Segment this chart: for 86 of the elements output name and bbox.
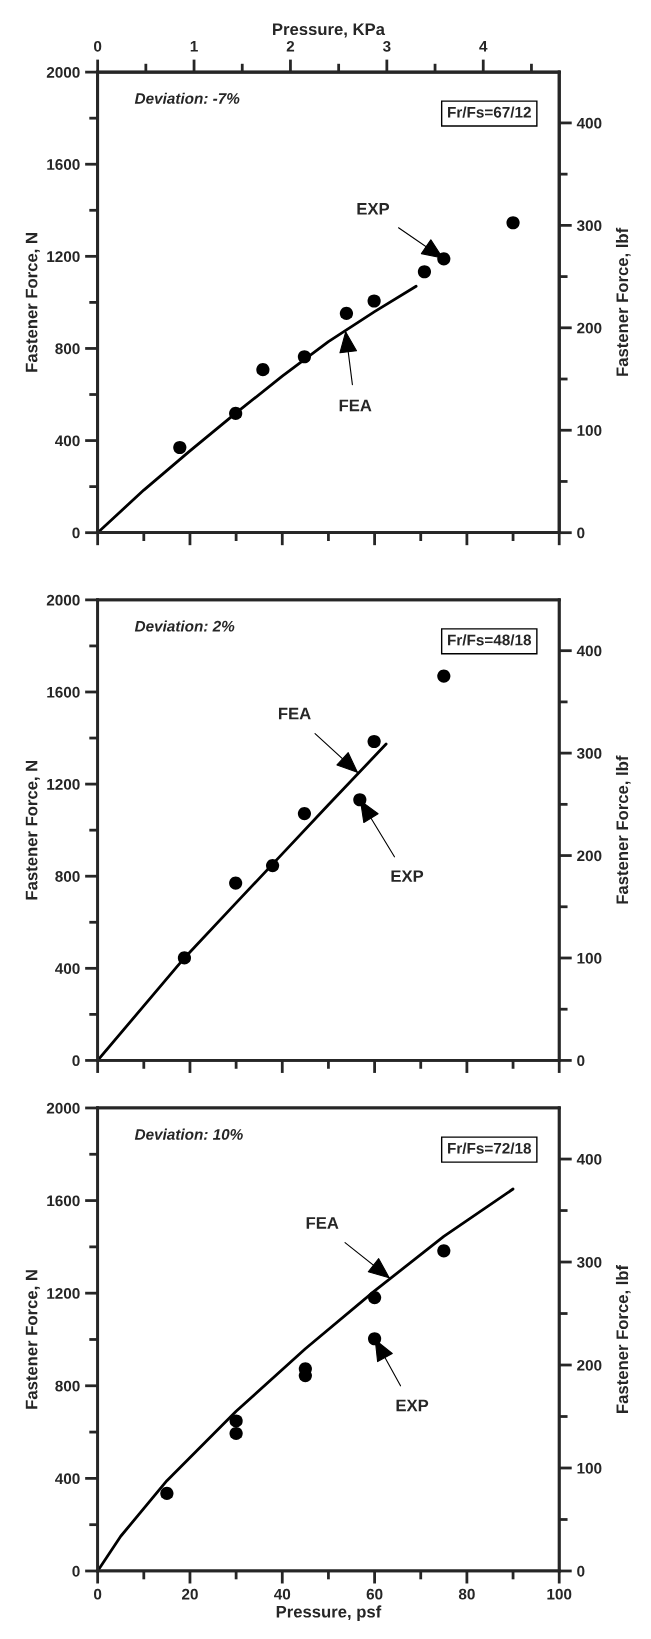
x-axis-title: Pressure, psf <box>276 1605 382 1621</box>
y-tick-label: 0 <box>72 1055 80 1067</box>
annotation: Deviation: -7% <box>134 92 240 104</box>
y-tick-label: 400 <box>55 435 80 447</box>
y2-tick-label: 300 <box>576 1256 602 1268</box>
point <box>177 951 192 965</box>
y-tick-label: 1600 <box>47 159 80 170</box>
y2-tick-label: 400 <box>576 117 602 129</box>
line-series <box>97 1187 515 1571</box>
y-tick-label: 1200 <box>47 1288 80 1299</box>
point <box>229 406 243 420</box>
y-tick-label: 800 <box>55 871 80 882</box>
y2-tick-label: 200 <box>577 1359 602 1371</box>
y2-tick-label: 0 <box>577 1565 585 1577</box>
point <box>368 1290 382 1305</box>
annotation: Deviation: 10% <box>134 1128 243 1140</box>
y2-tick-label: 0 <box>577 527 585 539</box>
y-tick-label: 400 <box>55 1473 80 1485</box>
y-tick-label: 2000 <box>46 594 80 606</box>
line-series <box>97 284 418 533</box>
point <box>229 876 243 890</box>
point <box>367 294 381 308</box>
y2-tick-label: 300 <box>576 220 602 232</box>
x-tick-label: 60 <box>366 1588 383 1600</box>
point <box>160 1486 174 1501</box>
annotation: EXP <box>357 203 390 215</box>
x-tick-label: 40 <box>274 1588 291 1600</box>
y-tick-label: 800 <box>55 1380 80 1392</box>
annotation: EXP <box>391 870 424 882</box>
point <box>339 306 354 321</box>
y2-tick-label: 100 <box>577 1462 602 1474</box>
y-tick-label: 1200 <box>47 251 80 263</box>
y2-axis-title: Fastener Force, lbf <box>615 227 631 376</box>
y-tick-label: 0 <box>72 1565 80 1577</box>
y2-tick-label: 0 <box>577 1055 585 1067</box>
annotation: Fr/Fs=48/18 <box>448 634 532 646</box>
annotation: EXP <box>396 1399 429 1412</box>
point <box>173 440 187 455</box>
annotation: Fr/Fs=72/18 <box>448 1142 532 1154</box>
line-series <box>97 742 388 1061</box>
annotation: Deviation: 2% <box>134 620 235 632</box>
y2-axis-title: Fastener Force, lbf <box>615 1264 631 1413</box>
y-tick-label: 2000 <box>46 1102 80 1114</box>
y2-tick-label: 400 <box>576 1153 602 1165</box>
x2-tick-label: 1 <box>190 41 198 52</box>
point <box>265 859 280 873</box>
annotation: Fr/Fs=67/12 <box>448 106 531 118</box>
point <box>297 350 312 364</box>
point <box>229 1414 243 1428</box>
x2-tick-label: 2 <box>286 40 295 52</box>
y2-tick-label: 200 <box>577 322 602 334</box>
point <box>229 1426 243 1441</box>
x-tick-label: 100 <box>547 1588 572 1600</box>
x2-axis-title: Pressure, KPa <box>273 23 386 38</box>
y-axis-title: Fastener Force, N <box>25 760 40 900</box>
point <box>417 265 432 279</box>
point <box>256 363 270 377</box>
y-tick-label: 400 <box>55 963 80 975</box>
x2-tick-label: 3 <box>382 40 391 52</box>
point <box>437 1244 451 1258</box>
annotation: FEA <box>306 1217 339 1229</box>
point <box>367 734 381 749</box>
annotation: FEA <box>339 399 372 412</box>
y-tick-label: 1600 <box>47 686 80 698</box>
y-tick-label: 0 <box>72 527 80 539</box>
y-tick-label: 2000 <box>46 66 80 78</box>
x-tick-label: 20 <box>182 1588 198 1600</box>
y-tick-label: 1600 <box>47 1195 80 1207</box>
y-tick-label: 800 <box>55 343 80 355</box>
y2-tick-label: 100 <box>577 952 602 964</box>
y2-tick-label: 100 <box>577 425 602 436</box>
y-axis-title: Fastener Force, N <box>25 1270 40 1409</box>
y2-tick-label: 300 <box>576 747 602 759</box>
point <box>297 806 312 821</box>
y-tick-label: 1200 <box>47 778 80 790</box>
x2-tick-label: 0 <box>94 40 102 52</box>
x-tick-label: 80 <box>458 1588 475 1600</box>
annotation: FEA <box>278 707 311 720</box>
point <box>506 216 520 230</box>
x-tick-label: 0 <box>94 1588 102 1600</box>
y2-tick-label: 400 <box>576 645 602 657</box>
y2-tick-label: 200 <box>577 850 602 862</box>
y-axis-title: Fastener Force, N <box>25 233 40 372</box>
point <box>437 669 451 683</box>
y2-axis-title: Fastener Force, lbf <box>615 755 631 904</box>
x2-tick-label: 4 <box>479 41 488 52</box>
